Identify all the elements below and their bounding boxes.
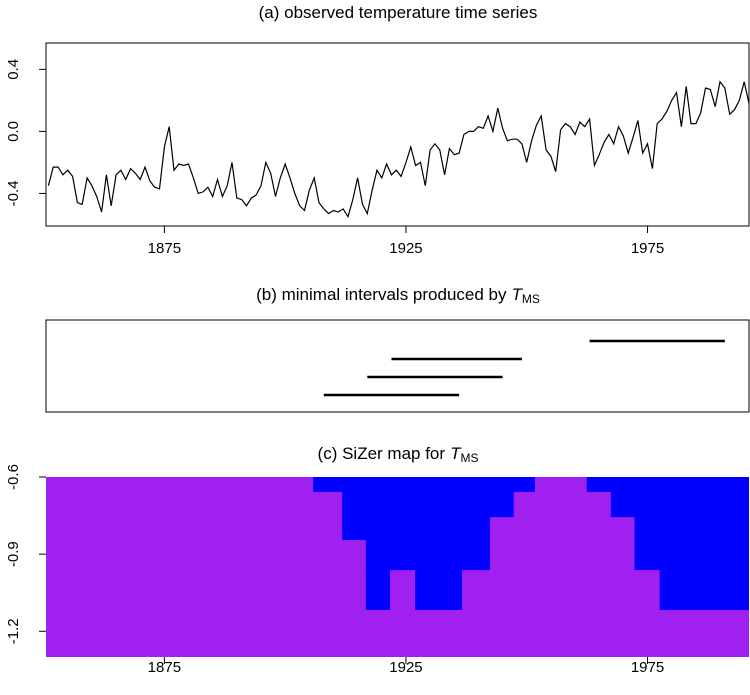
y-tick-label: -0.6 [5, 464, 22, 490]
y-tick-label: 0.0 [5, 121, 22, 142]
title-subscript: MS [460, 451, 478, 465]
significance-region [342, 491, 514, 518]
y-tick-label: -1.2 [5, 618, 22, 644]
significance-region [610, 491, 749, 518]
x-tick-label: 1925 [389, 659, 422, 676]
x-tick-label: 1975 [631, 240, 664, 257]
significance-region [313, 477, 535, 492]
x-tick-label: 1975 [631, 659, 664, 676]
panel-title: (a) observed temperature time series [259, 3, 538, 22]
title-text: (a) observed temperature time series [259, 3, 538, 22]
significance-region [342, 517, 491, 540]
significance-region [365, 570, 391, 610]
significance-region [586, 477, 749, 492]
x-tick-label: 1925 [389, 240, 422, 257]
title-math: T [512, 285, 524, 304]
panel-title: (b) minimal intervals produced by TMS [256, 285, 540, 306]
plot-frame [45, 319, 750, 413]
title-text: (b) minimal intervals produced by [256, 285, 507, 304]
title-math: T [450, 444, 462, 463]
y-tick-label: -0.4 [5, 181, 22, 207]
title-subscript: MS [522, 292, 540, 306]
significance-region [365, 540, 491, 571]
significance-region [415, 570, 463, 610]
temperature-line [47, 80, 750, 219]
x-tick-label: 1875 [148, 240, 181, 257]
y-tick-label: -0.9 [5, 541, 22, 567]
significance-region [659, 570, 749, 610]
plot-frame [45, 42, 750, 227]
significance-region [634, 517, 749, 571]
y-tick-label: 0.4 [5, 59, 22, 80]
title-text: (c) SiZer map for [318, 444, 446, 463]
x-tick-label: 1875 [148, 659, 181, 676]
panel-title: (c) SiZer map for TMS [318, 444, 479, 465]
